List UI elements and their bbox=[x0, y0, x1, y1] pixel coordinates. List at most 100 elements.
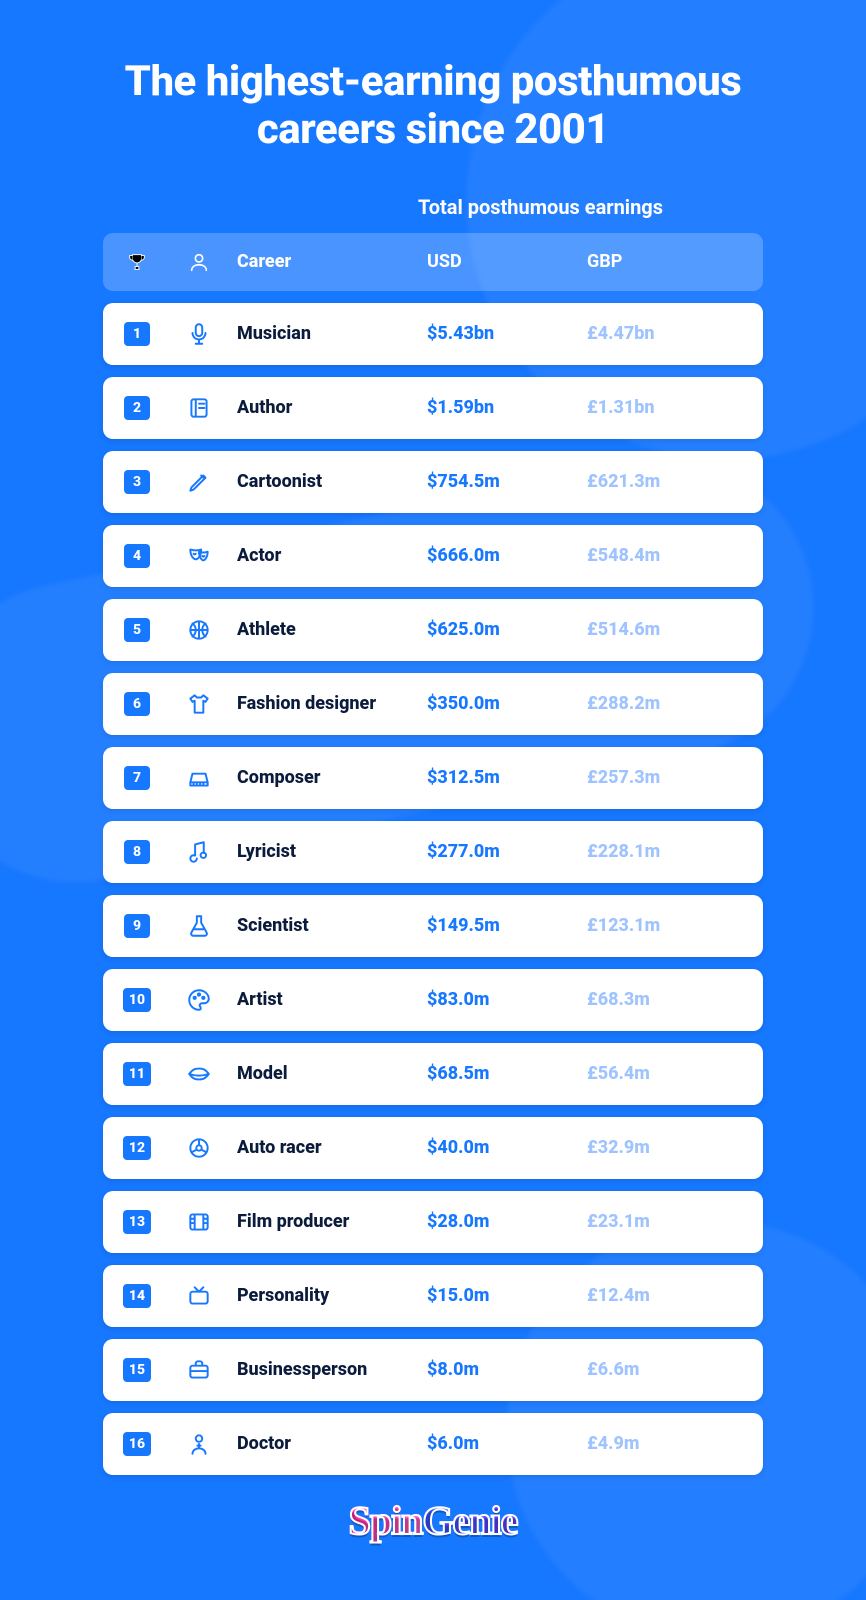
logo-part-2: Genie bbox=[422, 1498, 517, 1543]
trophy-icon bbox=[126, 251, 148, 273]
rank-cell: 1 bbox=[107, 322, 167, 346]
person-icon bbox=[188, 251, 210, 273]
rank-cell: 16 bbox=[107, 1432, 167, 1456]
career-label: Musician bbox=[231, 323, 427, 344]
career-label: Doctor bbox=[231, 1433, 427, 1454]
gbp-value: £12.4m bbox=[587, 1285, 747, 1306]
usd-value: $312.5m bbox=[427, 767, 587, 788]
rank-cell: 15 bbox=[107, 1358, 167, 1382]
rank-badge: 16 bbox=[123, 1432, 151, 1456]
rank-cell: 10 bbox=[107, 988, 167, 1012]
gbp-value: £257.3m bbox=[587, 767, 747, 788]
header-gbp-label: GBP bbox=[587, 251, 747, 272]
table-row: 10Artist$83.0m£68.3m bbox=[103, 969, 763, 1031]
film-icon bbox=[167, 1209, 231, 1235]
rank-badge: 14 bbox=[123, 1284, 151, 1308]
rank-cell: 9 bbox=[107, 914, 167, 938]
masks-icon bbox=[167, 543, 231, 569]
logo-part-1: Spin bbox=[349, 1498, 423, 1543]
brand-logo: SpinGenie bbox=[0, 1497, 866, 1544]
usd-value: $5.43bn bbox=[427, 323, 587, 344]
header-usd-label: USD bbox=[427, 251, 587, 272]
piano-icon bbox=[167, 765, 231, 791]
table-row: 16 Doctor$6.0m£4.9m bbox=[103, 1413, 763, 1475]
gbp-value: £123.1m bbox=[587, 915, 747, 936]
career-label: Businessperson bbox=[231, 1359, 427, 1380]
table-row: 13 Film producer$28.0m£23.1m bbox=[103, 1191, 763, 1253]
gbp-value: £4.47bn bbox=[587, 323, 747, 344]
table-row: 4Actor$666.0m£548.4m bbox=[103, 525, 763, 587]
rank-cell: 8 bbox=[107, 840, 167, 864]
infographic-card: The highest-earning posthumous careers s… bbox=[0, 0, 866, 1600]
table-header-row: Career USD GBP bbox=[103, 233, 763, 291]
doctor-icon bbox=[167, 1431, 231, 1457]
usd-value: $28.0m bbox=[427, 1211, 587, 1232]
usd-value: $666.0m bbox=[427, 545, 587, 566]
rank-cell: 11 bbox=[107, 1062, 167, 1086]
rank-badge: 4 bbox=[124, 544, 150, 568]
table-row: 9Scientist$149.5m£123.1m bbox=[103, 895, 763, 957]
rank-cell: 12 bbox=[107, 1136, 167, 1160]
rank-badge: 2 bbox=[124, 396, 150, 420]
gbp-value: £23.1m bbox=[587, 1211, 747, 1232]
rank-badge: 1 bbox=[124, 322, 150, 346]
basketball-icon bbox=[167, 617, 231, 643]
rank-badge: 13 bbox=[123, 1210, 151, 1234]
lips-icon bbox=[167, 1061, 231, 1087]
gbp-value: £68.3m bbox=[587, 989, 747, 1010]
rank-cell: 5 bbox=[107, 618, 167, 642]
gbp-value: £288.2m bbox=[587, 693, 747, 714]
flask-icon bbox=[167, 913, 231, 939]
table-row: 15 Businessperson$8.0m£6.6m bbox=[103, 1339, 763, 1401]
rank-badge: 7 bbox=[124, 766, 150, 790]
usd-value: $8.0m bbox=[427, 1359, 587, 1380]
usd-value: $6.0m bbox=[427, 1433, 587, 1454]
microphone-icon bbox=[167, 321, 231, 347]
gbp-value: £56.4m bbox=[587, 1063, 747, 1084]
earnings-table: Career USD GBP 1 Musician$5.43bn£4.47bn 2 A… bbox=[103, 233, 763, 1475]
career-label: Scientist bbox=[231, 915, 427, 936]
rank-badge: 8 bbox=[124, 840, 150, 864]
header-rank-icon bbox=[107, 251, 167, 273]
rank-badge: 6 bbox=[124, 692, 150, 716]
table-row: 14 Personality$15.0m£12.4m bbox=[103, 1265, 763, 1327]
usd-value: $15.0m bbox=[427, 1285, 587, 1306]
tv-icon bbox=[167, 1283, 231, 1309]
rank-badge: 9 bbox=[124, 914, 150, 938]
note-icon bbox=[167, 839, 231, 865]
gbp-value: £228.1m bbox=[587, 841, 747, 862]
gbp-value: £6.6m bbox=[587, 1359, 747, 1380]
header-career-label: Career bbox=[231, 251, 427, 272]
rank-badge: 12 bbox=[123, 1136, 151, 1160]
rank-cell: 2 bbox=[107, 396, 167, 420]
table-row: 12Auto racer$40.0m£32.9m bbox=[103, 1117, 763, 1179]
table-row: 3Cartoonist$754.5m£621.3m bbox=[103, 451, 763, 513]
header-person-icon bbox=[167, 251, 231, 273]
page-title: The highest-earning posthumous careers s… bbox=[0, 0, 866, 155]
career-label: Personality bbox=[231, 1285, 427, 1306]
career-label: Athlete bbox=[231, 619, 427, 640]
rank-cell: 4 bbox=[107, 544, 167, 568]
career-label: Film producer bbox=[231, 1211, 427, 1232]
gbp-value: £4.9m bbox=[587, 1433, 747, 1454]
gbp-value: £32.9m bbox=[587, 1137, 747, 1158]
rank-cell: 3 bbox=[107, 470, 167, 494]
career-label: Model bbox=[231, 1063, 427, 1084]
wheel-icon bbox=[167, 1135, 231, 1161]
rank-badge: 3 bbox=[124, 470, 150, 494]
usd-value: $1.59bn bbox=[427, 397, 587, 418]
career-label: Lyricist bbox=[231, 841, 427, 862]
rank-badge: 11 bbox=[123, 1062, 151, 1086]
rank-cell: 14 bbox=[107, 1284, 167, 1308]
usd-value: $350.0m bbox=[427, 693, 587, 714]
rank-cell: 13 bbox=[107, 1210, 167, 1234]
briefcase-icon bbox=[167, 1357, 231, 1383]
table-row: 5Athlete$625.0m£514.6m bbox=[103, 599, 763, 661]
usd-value: $277.0m bbox=[427, 841, 587, 862]
palette-icon bbox=[167, 987, 231, 1013]
table-row: 8 Lyricist$277.0m£228.1m bbox=[103, 821, 763, 883]
career-label: Author bbox=[231, 397, 427, 418]
table-row: 6Fashion designer$350.0m£288.2m bbox=[103, 673, 763, 735]
gbp-value: £1.31bn bbox=[587, 397, 747, 418]
table-row: 1 Musician$5.43bn£4.47bn bbox=[103, 303, 763, 365]
